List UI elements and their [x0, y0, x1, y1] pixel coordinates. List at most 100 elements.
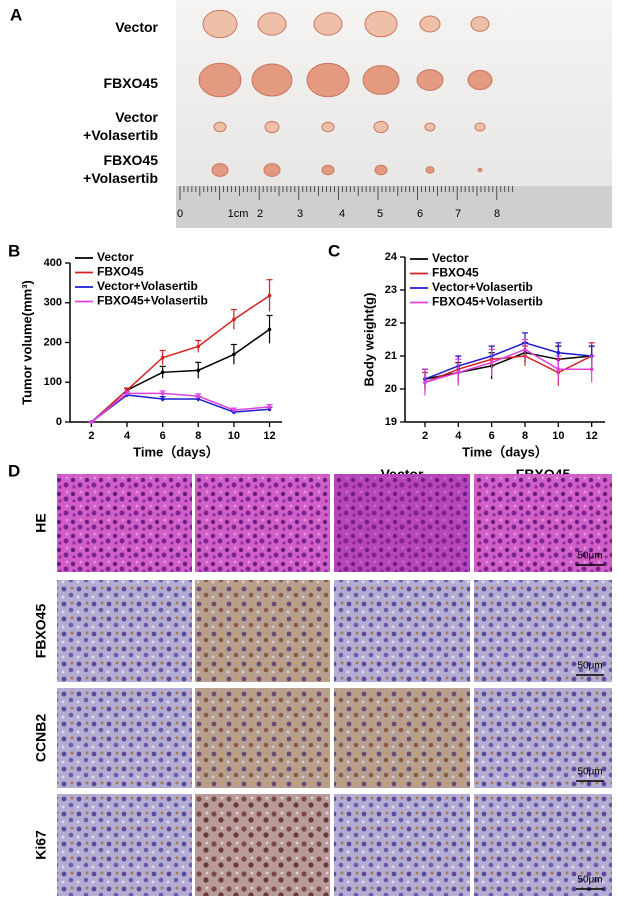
point: [556, 350, 561, 355]
tumor: [321, 164, 335, 176]
y-tick-label: 21: [385, 350, 397, 362]
point: [232, 352, 236, 357]
tumor: [321, 121, 335, 133]
y-tick-label: 24: [385, 251, 398, 263]
point: [589, 367, 594, 372]
y-tick-label: 400: [44, 257, 62, 269]
histology-image: [57, 794, 192, 896]
legend-label: Vector: [97, 250, 134, 264]
y-tick-label: 19: [385, 416, 397, 428]
point: [232, 408, 236, 412]
tumor: [424, 122, 436, 132]
histology-image: [334, 474, 470, 572]
histology-image: [57, 474, 192, 572]
histology-image: [195, 580, 330, 682]
y-tick-label: 300: [44, 297, 62, 309]
row-label: Vector +Volasertib: [83, 109, 158, 143]
x-tick-label: 2: [88, 430, 94, 442]
point: [160, 391, 165, 396]
legend-label: FBXO45: [97, 265, 144, 279]
series-line: [90, 328, 270, 423]
y-tick-label: 100: [44, 376, 62, 388]
ruler-label: 3: [297, 208, 303, 220]
row-label: FBXO45: [33, 604, 49, 659]
x-tick-label: 8: [522, 430, 528, 442]
point: [196, 368, 201, 373]
x-tick-label: 6: [489, 430, 495, 442]
histology-image: [57, 580, 192, 682]
panel-label: C: [328, 241, 340, 260]
row-label: HE: [33, 513, 49, 532]
histology-image: [195, 688, 330, 788]
x-tick-label: 8: [195, 430, 201, 442]
point: [232, 317, 236, 322]
histology-image: [474, 688, 612, 788]
point: [160, 370, 165, 375]
y-tick-label: 20: [385, 383, 397, 395]
x-axis-label: Time（days）: [462, 444, 548, 459]
tumor: [211, 163, 229, 177]
series-line: [424, 348, 592, 384]
tumor: [264, 120, 280, 134]
x-tick-label: 12: [263, 430, 275, 442]
point: [267, 327, 272, 332]
x-tick-label: 2: [422, 430, 428, 442]
ruler-label: 1cm: [228, 208, 249, 220]
x-axis-label: Time（days）: [133, 444, 219, 459]
scale-bar-label: 50μm: [577, 875, 602, 886]
y-tick-label: 23: [385, 284, 397, 296]
point: [196, 397, 201, 401]
tumor: [313, 12, 343, 36]
tumor: [213, 121, 227, 133]
tumor: [373, 120, 389, 134]
row-label: Vector: [115, 19, 158, 35]
tumor: [416, 69, 444, 91]
point: [160, 397, 165, 401]
row-label-line: +Volasertib: [83, 127, 158, 143]
tumor: [419, 15, 441, 33]
row-label: FBXO45 +Volasertib: [83, 152, 158, 186]
series-line: [90, 392, 270, 423]
tumor: [251, 63, 293, 97]
histology-image: [57, 688, 192, 788]
y-tick-label: 200: [44, 336, 62, 348]
ruler: [176, 186, 612, 228]
y-axis-label: Body weight(g): [361, 293, 376, 387]
series-line: [90, 394, 270, 423]
panel-label: B: [8, 241, 20, 260]
point: [196, 344, 201, 349]
row-label: Ki67: [33, 830, 49, 860]
tumor: [263, 163, 281, 177]
row-label: FBXO45: [104, 75, 159, 91]
tumor: [198, 62, 242, 98]
histology-shade: [334, 474, 470, 572]
x-tick-label: 4: [124, 430, 131, 442]
histology-image: [334, 794, 470, 896]
tumor: [477, 167, 483, 173]
point: [456, 370, 461, 375]
histology-image: [195, 474, 330, 572]
ruler-label: 4: [339, 208, 345, 220]
y-tick-label: 0: [56, 416, 62, 428]
ruler-label: 6: [417, 208, 423, 220]
x-tick-label: 4: [455, 430, 462, 442]
tumor: [374, 164, 388, 176]
row-label-line: Vector: [115, 19, 158, 35]
histology-image: [474, 474, 612, 572]
legend-label: FBXO45+Volasertib: [432, 295, 543, 309]
point: [125, 391, 129, 396]
tumor: [306, 62, 350, 98]
tumor: [364, 10, 398, 38]
x-tick-label: 6: [160, 430, 166, 442]
point: [556, 367, 561, 372]
row-label-line: Vector: [115, 109, 158, 125]
legend-label: Vector: [432, 251, 469, 265]
histology-image: [334, 688, 470, 788]
ruler-label: 7: [455, 208, 461, 220]
ruler-label: 2: [257, 208, 263, 220]
row-label: CCNB2: [33, 714, 49, 762]
tumor: [425, 166, 435, 174]
point: [267, 405, 272, 409]
histology-image: [474, 794, 612, 896]
